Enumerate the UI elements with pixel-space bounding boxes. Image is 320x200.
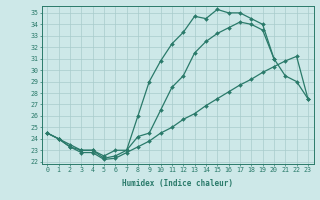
X-axis label: Humidex (Indice chaleur): Humidex (Indice chaleur) (122, 179, 233, 188)
